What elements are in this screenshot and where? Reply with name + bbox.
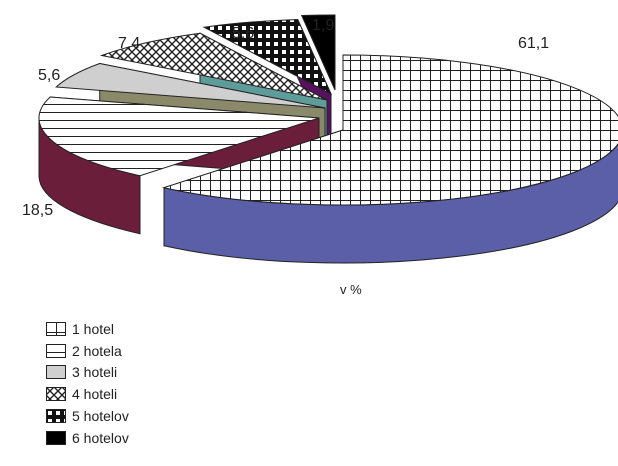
data-label-3: 5,6 [38, 67, 60, 84]
pie-slice-top-5 [202, 18, 333, 96]
legend: 1 hotel 2 hotela 3 hoteli 4 hoteli 5 hotelov… [46, 318, 129, 449]
pie-slice-top-2 [38, 96, 320, 177]
legend-label: 3 hoteli [72, 364, 118, 381]
legend-swatch-icon [46, 321, 66, 336]
legend-item-6: 6 hotelov [46, 427, 129, 449]
legend-label: 5 hotelov [72, 408, 129, 425]
pie-slice-6 [300, 14, 336, 91]
legend-label: 6 hotelov [72, 429, 129, 446]
data-label-2: 18,5 [22, 202, 53, 219]
pie-slice-top-4 [99, 32, 328, 101]
pie-slice-top-1 [162, 54, 618, 206]
legend-item-3: 3 hoteli [46, 362, 129, 384]
data-label-6: 1,9 [312, 17, 334, 34]
legend-item-4: 4 hoteli [46, 383, 129, 405]
pie-slice-top-6 [300, 14, 336, 91]
data-label-1: 61,1 [518, 35, 549, 52]
legend-item-5: 5 hotelov [46, 405, 129, 427]
data-label-5: 5,6 [232, 25, 254, 42]
data-label-4: 7,4 [118, 35, 140, 52]
legend-swatch-icon [46, 430, 66, 445]
legend-label: 2 hotela [72, 342, 122, 359]
legend-label: 1 hotel [72, 320, 115, 337]
legend-item-1: 1 hotel [46, 318, 129, 340]
legend-item-2: 2 hotela [46, 340, 129, 362]
chart-caption: v % [340, 282, 362, 297]
legend-swatch-icon [46, 343, 66, 358]
legend-label: 4 hoteli [72, 386, 118, 403]
pie-slice-2 [38, 96, 320, 235]
pie-slice-1 [162, 54, 618, 264]
pie-slice-top-3 [55, 62, 326, 109]
legend-swatch-icon [46, 365, 66, 380]
legend-swatch-icon [46, 409, 66, 424]
legend-swatch-icon [46, 387, 66, 402]
